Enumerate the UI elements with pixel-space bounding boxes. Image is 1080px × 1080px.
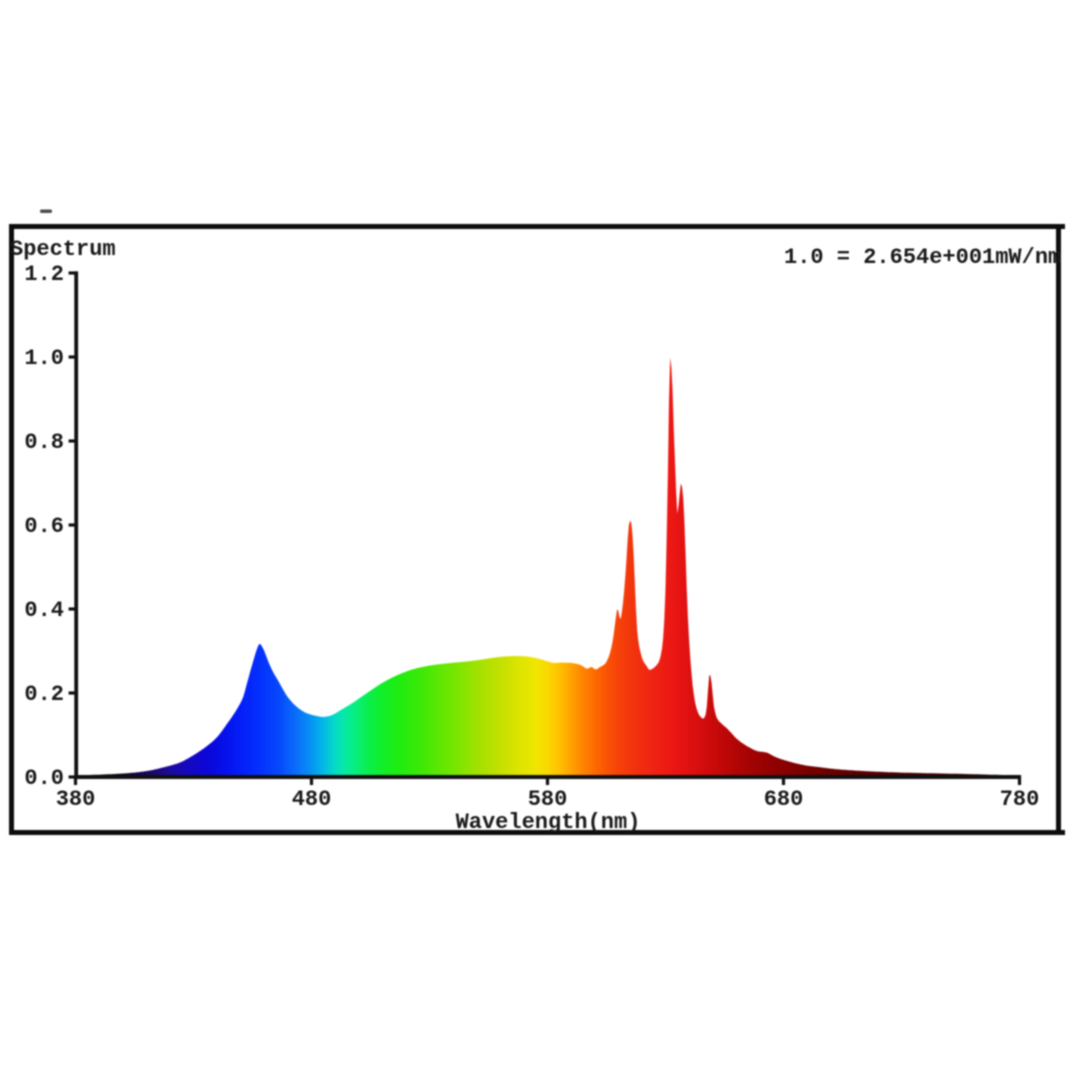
svg-text:380: 380 (56, 787, 96, 812)
svg-text:Wavelength(nm): Wavelength(nm) (456, 810, 641, 835)
svg-text:680: 680 (764, 787, 804, 812)
svg-text:Spectrum: Spectrum (10, 237, 116, 262)
svg-text:1.0 = 2.654e+001mW/nm: 1.0 = 2.654e+001mW/nm (784, 245, 1061, 270)
svg-text:480: 480 (292, 787, 332, 812)
svg-text:0.6: 0.6 (24, 514, 64, 539)
svg-text:580: 580 (528, 787, 568, 812)
svg-text:0.0: 0.0 (24, 766, 64, 791)
svg-text:780: 780 (1000, 787, 1040, 812)
svg-text:0.8: 0.8 (24, 430, 64, 455)
svg-text:0.2: 0.2 (24, 682, 64, 707)
svg-text:1.0: 1.0 (24, 346, 64, 371)
svg-text:0.4: 0.4 (24, 598, 64, 623)
svg-text:1.2: 1.2 (24, 262, 64, 287)
